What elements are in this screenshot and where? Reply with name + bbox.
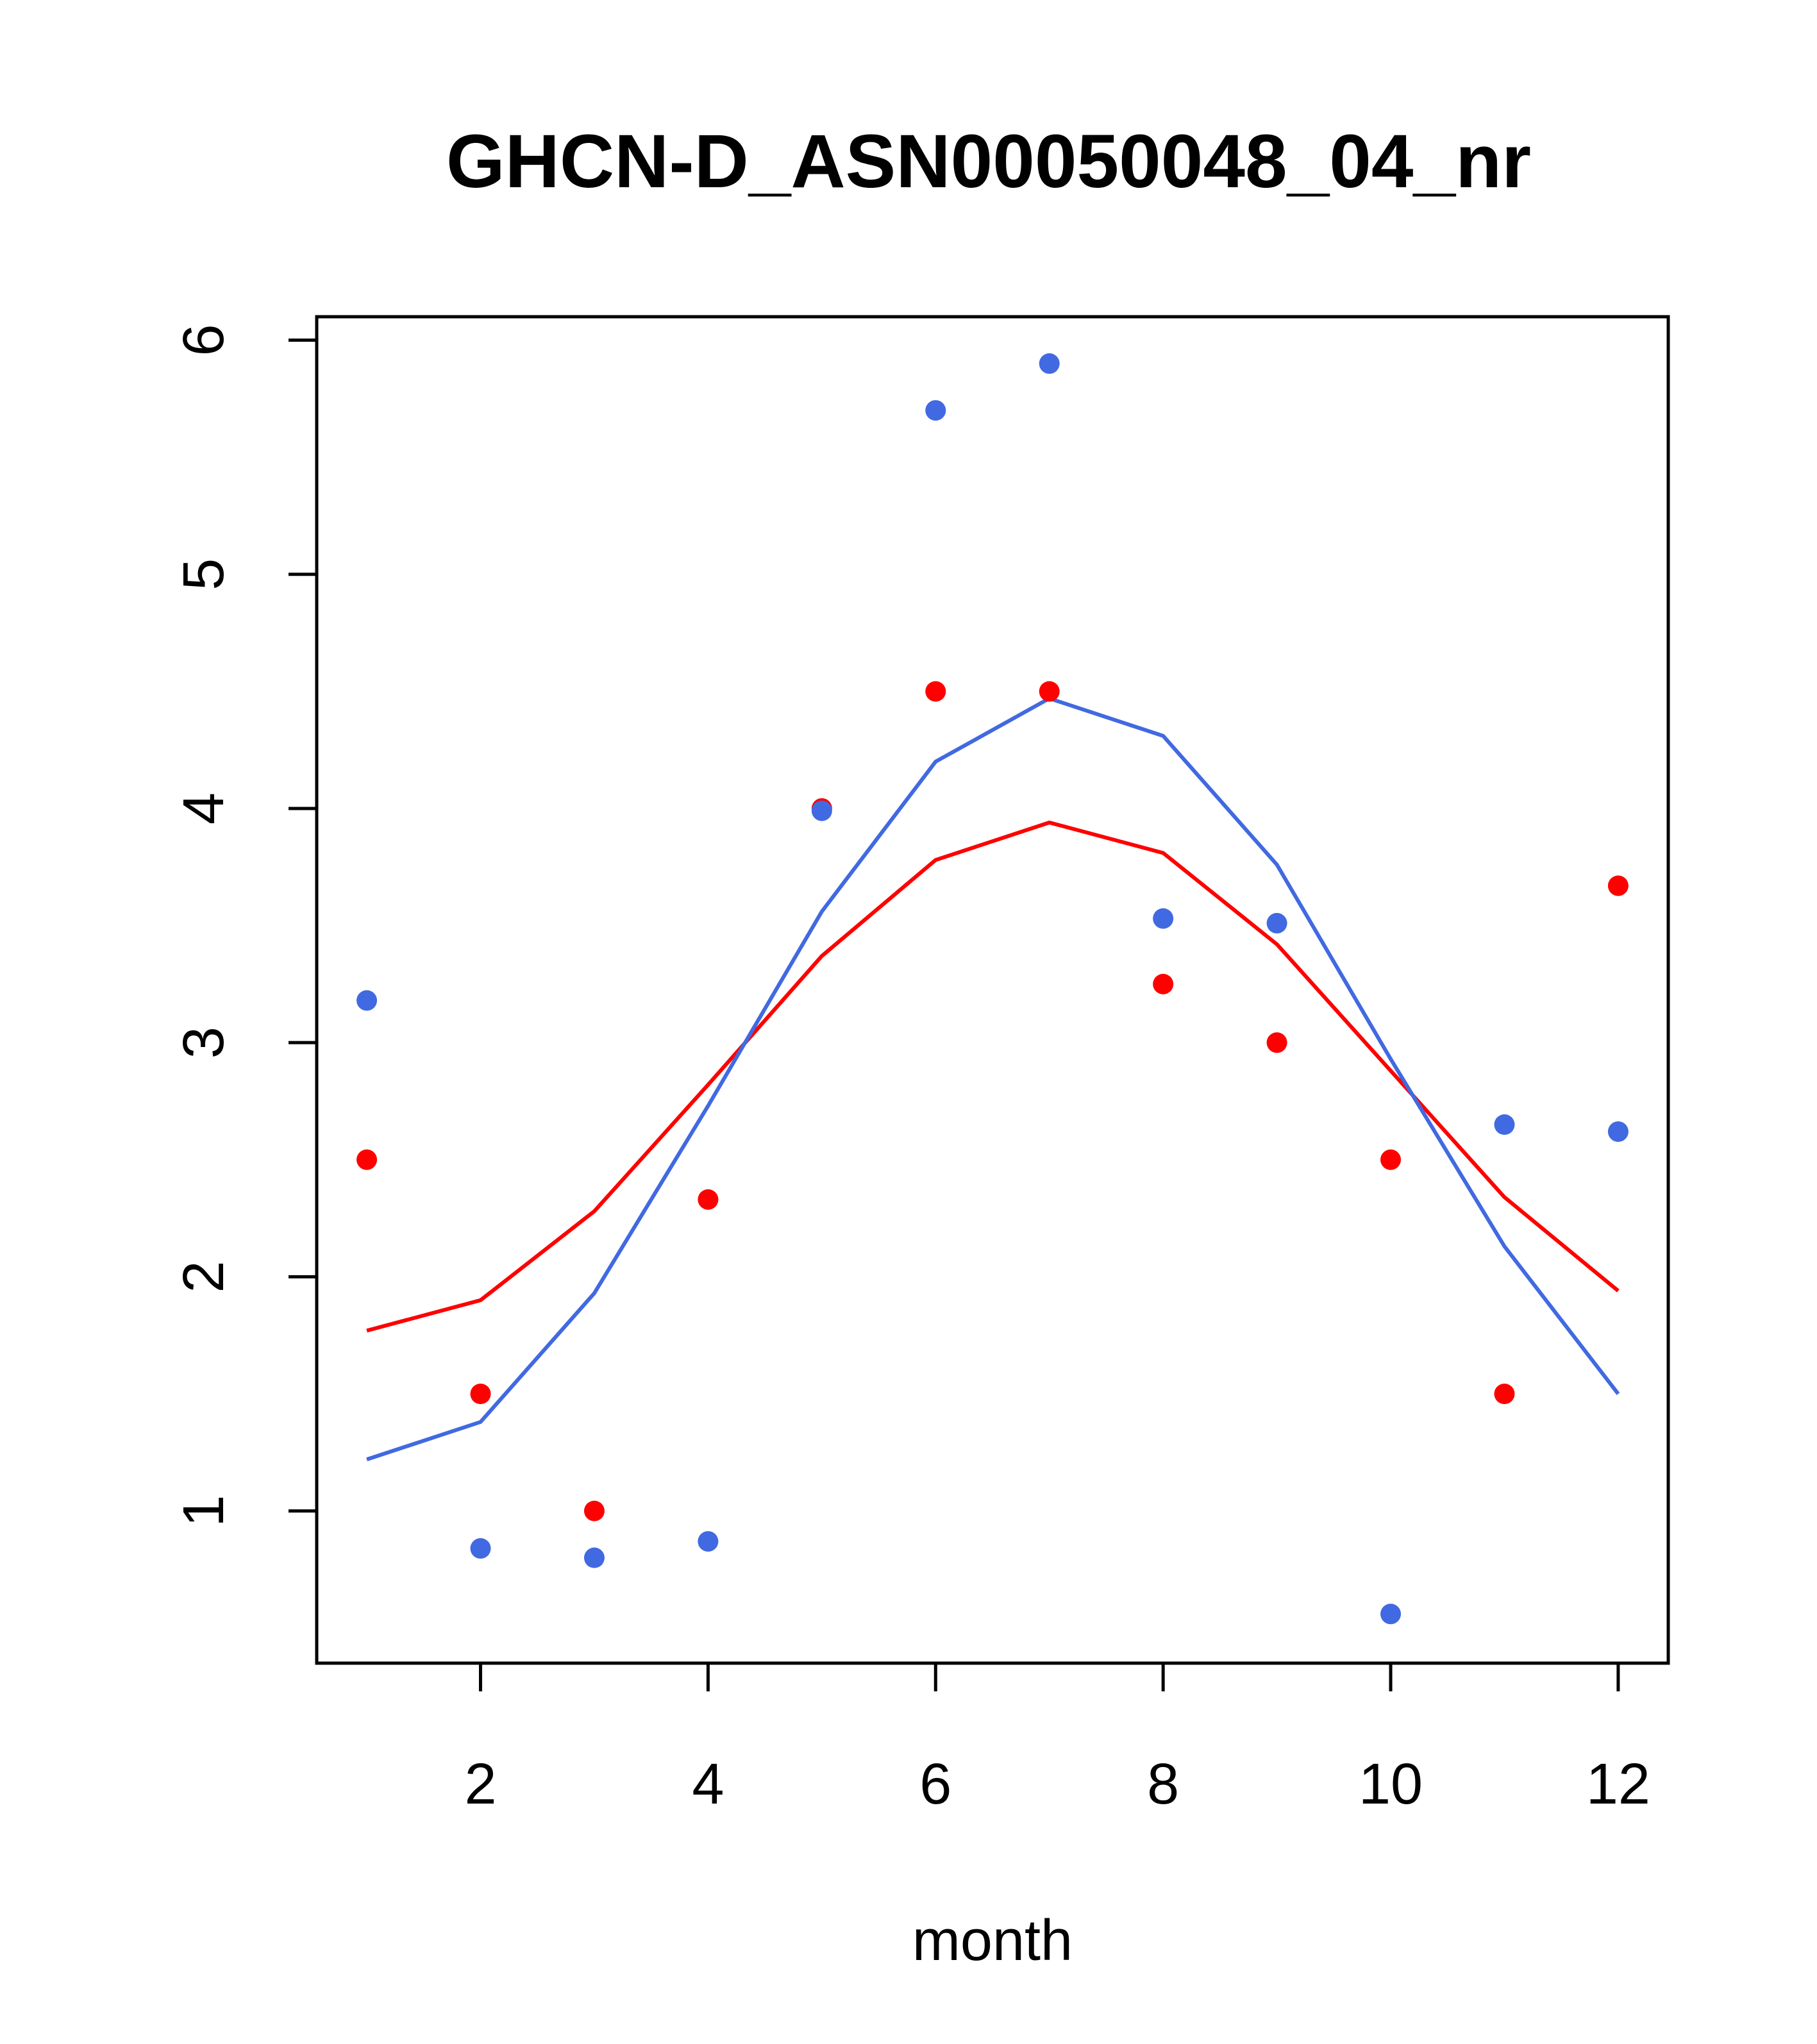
data-point — [470, 1538, 491, 1559]
data-point — [925, 400, 946, 421]
data-point — [698, 1531, 719, 1552]
data-point — [1380, 1604, 1402, 1625]
y-tick-label: 6 — [172, 324, 236, 356]
data-point — [1607, 875, 1629, 896]
data-point — [1266, 1032, 1287, 1053]
series-lines — [366, 696, 1620, 1462]
data-point — [811, 800, 832, 821]
y-tick-label: 2 — [172, 1261, 236, 1293]
data-point — [1039, 353, 1060, 374]
data-point — [1494, 1114, 1515, 1135]
data-point — [470, 1384, 491, 1404]
data-point — [1153, 908, 1174, 929]
x-axis: 2 4 6 8 10 12 — [464, 1663, 1650, 1816]
data-point — [356, 1149, 378, 1170]
data-point — [1153, 973, 1174, 994]
data-point — [583, 1500, 605, 1521]
y-tick-label: 4 — [172, 792, 236, 825]
series-line — [366, 696, 1620, 1462]
y-tick-label: 3 — [172, 1026, 236, 1059]
data-point — [698, 1189, 719, 1210]
data-point — [1039, 681, 1060, 702]
data-point — [1380, 1149, 1402, 1170]
data-point — [1266, 912, 1287, 934]
y-tick-label: 1 — [172, 1495, 236, 1527]
x-tick-label: 8 — [1147, 1752, 1179, 1816]
x-tick-label: 4 — [692, 1752, 724, 1816]
x-tick-label: 6 — [919, 1752, 951, 1816]
y-tick-label: 5 — [172, 558, 236, 591]
data-point — [925, 681, 946, 702]
x-tick-label: 10 — [1359, 1752, 1423, 1816]
data-point — [1494, 1384, 1515, 1404]
x-axis-label: month — [912, 1909, 1073, 1973]
data-point — [1607, 1121, 1629, 1142]
chart-title: GHCN-D_ASN00050048_04_nr — [446, 119, 1531, 204]
plot-frame — [315, 315, 1670, 1665]
data-point — [356, 990, 378, 1011]
y-axis: 1 2 3 4 5 6 — [172, 324, 317, 1527]
series-points — [356, 353, 1629, 1625]
x-tick-label: 2 — [464, 1752, 496, 1816]
data-point — [583, 1547, 605, 1568]
x-tick-label: 12 — [1586, 1752, 1650, 1816]
